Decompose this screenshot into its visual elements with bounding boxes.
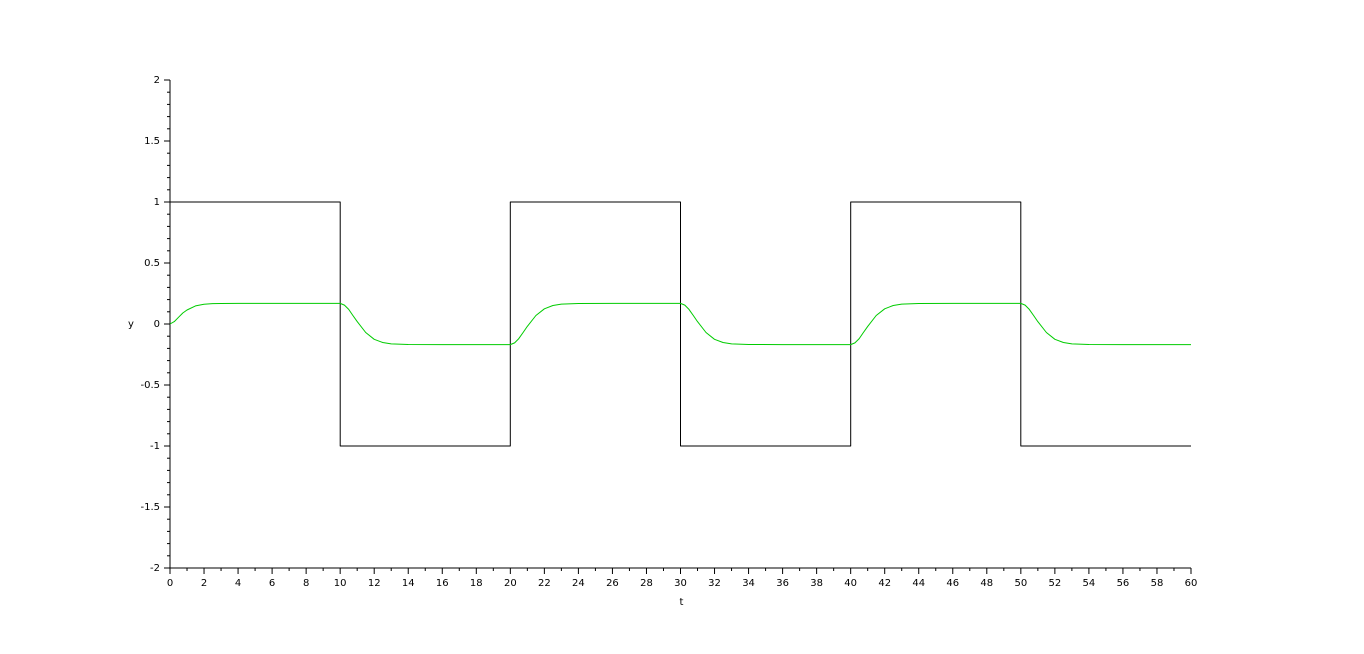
y-tick-label: 1 [154, 197, 160, 208]
y-tick-label: 0 [154, 319, 160, 330]
x-tick-label: 42 [878, 578, 891, 589]
series-line-1 [170, 201, 1191, 447]
x-tick-label: 38 [810, 578, 823, 589]
x-tick-label: 8 [303, 578, 309, 589]
x-tick-label: 18 [470, 578, 483, 589]
x-tick-label: 58 [1151, 578, 1164, 589]
x-tick-label: 36 [776, 578, 789, 589]
x-tick-label: 50 [1014, 578, 1027, 589]
y-tick-label: -0.5 [140, 380, 160, 391]
series-line-2 [169, 302, 1191, 346]
x-tick-label: 46 [946, 578, 959, 589]
x-tick-label: 52 [1048, 578, 1061, 589]
x-tick-label: 54 [1083, 578, 1096, 589]
x-tick-label: 2 [201, 578, 207, 589]
x-tick-label: 30 [674, 578, 687, 589]
plot-area [169, 201, 1191, 447]
x-tick-label: 22 [538, 578, 551, 589]
x-tick-label: 48 [980, 578, 993, 589]
y-axis-label: y [128, 319, 134, 330]
y-tick-label: -1 [150, 441, 160, 452]
y-tick-label: 0.5 [144, 258, 160, 269]
x-tick-label: 12 [368, 578, 381, 589]
x-tick-label: 10 [334, 578, 347, 589]
y-tick-label: 2 [154, 75, 160, 86]
x-tick-label: 28 [640, 578, 653, 589]
x-tick-label: 16 [436, 578, 449, 589]
x-tick-label: 20 [504, 578, 517, 589]
x-tick-label: 44 [912, 578, 925, 589]
x-tick-label: 0 [167, 578, 173, 589]
x-tick-label: 14 [402, 578, 415, 589]
x-tick-label: 24 [572, 578, 585, 589]
x-tick-label: 56 [1117, 578, 1130, 589]
x-tick-label: 4 [235, 578, 241, 589]
y-tick-label: 1.5 [144, 136, 160, 147]
x-tick-label: 40 [844, 578, 857, 589]
x-tick-label: 6 [269, 578, 275, 589]
x-tick-label: 60 [1185, 578, 1198, 589]
y-tick-label: -1.5 [140, 502, 160, 513]
axes: 0 2 4 6 8 10 12 14 16 18 20 22 24 26 28 30 32 34 36 38 40 42 4… [140, 75, 1197, 589]
x-tick-label: 26 [606, 578, 619, 589]
x-axis-label: t [680, 597, 684, 608]
x-tick-label: 32 [708, 578, 721, 589]
y-tick-label: -2 [150, 563, 160, 574]
x-tick-label: 34 [742, 578, 755, 589]
